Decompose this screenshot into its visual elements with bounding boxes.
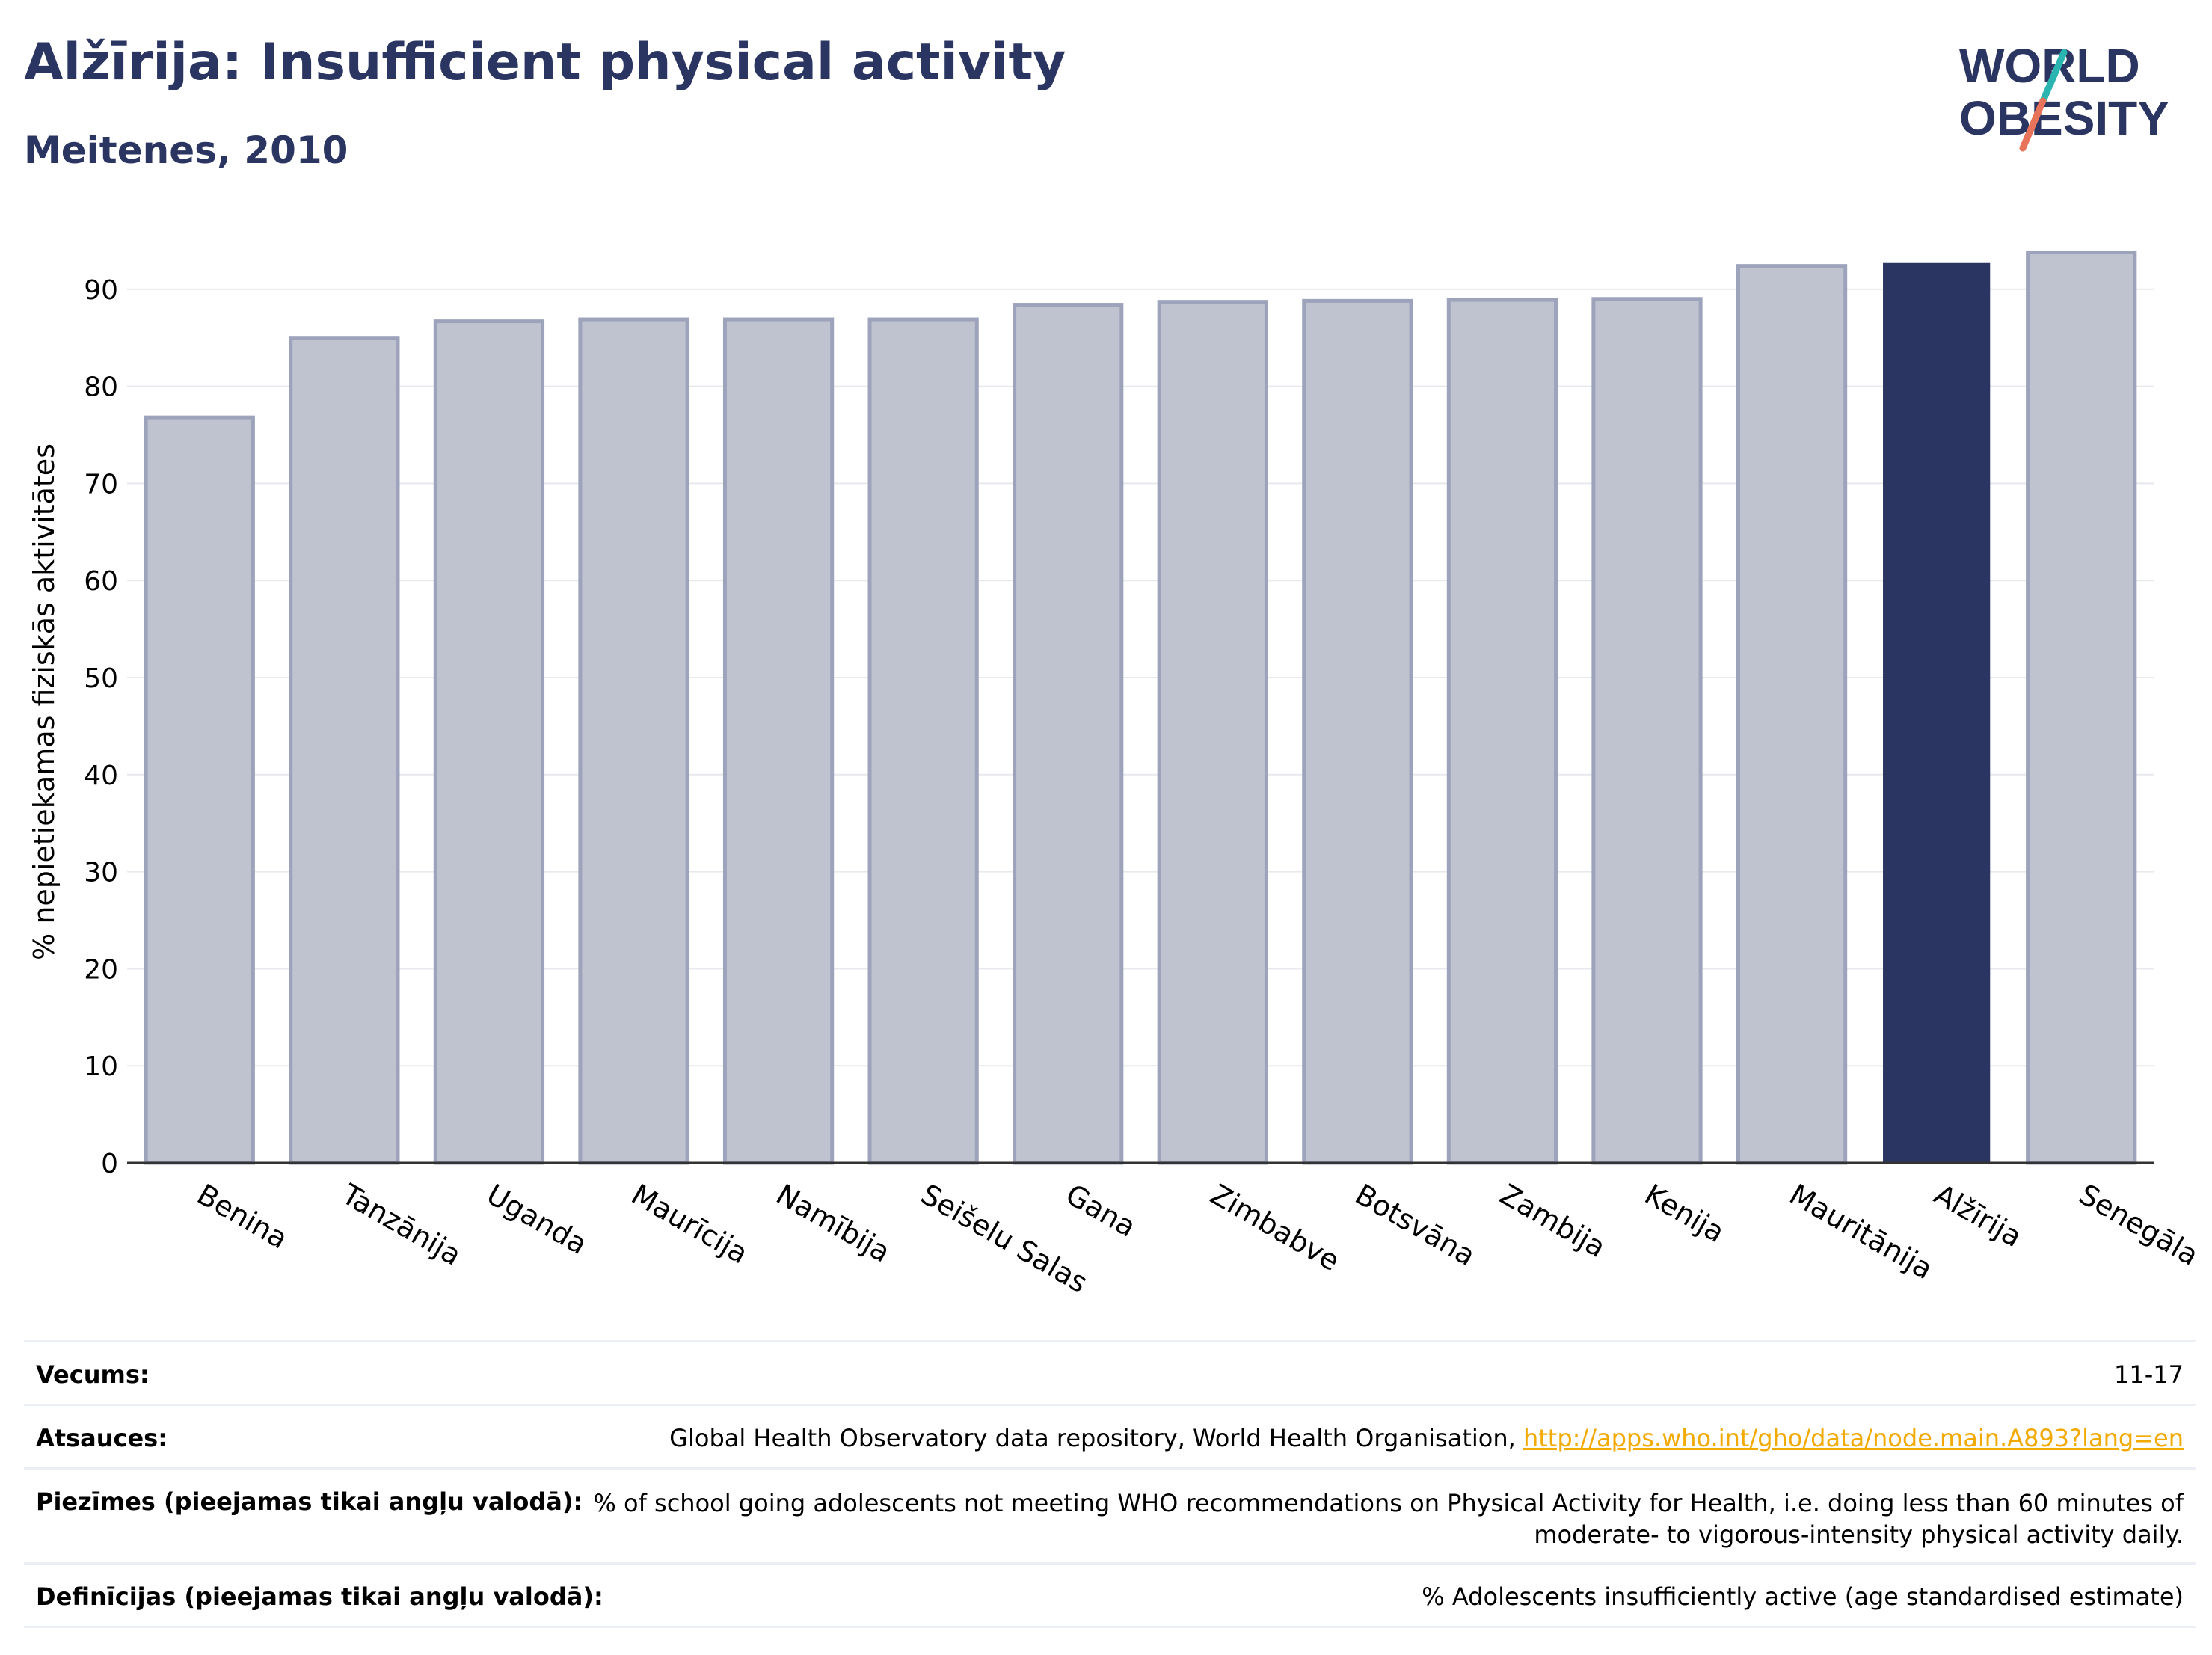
x-tick-label: Gana <box>1060 1178 1142 1244</box>
notes-line2: moderate- to vigorous-intensity physical… <box>1534 1520 2184 1549</box>
age-label: Vecums: <box>36 1360 150 1389</box>
x-tick-label: Uganda <box>481 1178 592 1261</box>
y-tick-label: 10 <box>84 1051 118 1082</box>
definitions-label: Definīcijas (pieejamas tikai angļu valod… <box>36 1582 603 1611</box>
references-link[interactable]: http://apps.who.int/gho/data/node.main.A… <box>1523 1424 2184 1452</box>
x-tick-label: Zambija <box>1494 1178 1611 1265</box>
bar <box>722 317 835 1165</box>
y-tick-label: 70 <box>84 469 118 500</box>
age-value: 11-17 <box>2114 1360 2184 1389</box>
page-subtitle: Meitenes, 2010 <box>24 129 348 172</box>
footer-row-definitions: Definīcijas (pieejamas tikai angļu valod… <box>24 1562 2196 1626</box>
bar-chart: 0 10 20 30 40 50 60 70 80 90 Benina Tanzānija Ugand… <box>28 250 2204 1299</box>
references-value: Global Health Observatory data repositor… <box>669 1424 2184 1452</box>
notes-value: % of school going adolescents not meetin… <box>593 1487 2184 1550</box>
y-tick-label: 40 <box>84 761 118 791</box>
x-tick-label: Maurīcija <box>626 1178 754 1271</box>
y-tick-label: 60 <box>84 566 118 597</box>
y-axis-label: % nepietiekamas fiziskās aktivitātes <box>28 443 61 960</box>
bar <box>1883 262 1991 1163</box>
bar <box>1157 300 1268 1165</box>
x-tick-label: Alžīrija <box>1929 1178 2027 1254</box>
bar <box>1446 298 1558 1165</box>
x-tick-label: Botsvāna <box>1350 1178 1481 1273</box>
bar <box>1736 264 1848 1165</box>
x-tick-label: Zimbabve <box>1205 1178 1345 1278</box>
bar <box>433 319 545 1165</box>
x-tick-labels: Benina Tanzānija Uganda Maurīcija Namībija Se… <box>191 1177 2204 1299</box>
logo-slash-teal-icon <box>2039 49 2068 105</box>
y-tick-label: 90 <box>84 275 118 306</box>
logo-line2: OBESITY <box>1959 91 2169 145</box>
grid-lines <box>127 288 2154 1164</box>
chart-footer: Vecums: 11-17 Atsauces: Global Health Ob… <box>24 1340 2196 1628</box>
y-tick-label: 0 <box>101 1149 118 1179</box>
bar <box>1591 297 1703 1165</box>
notes-line1: % of school going adolescents not meetin… <box>593 1489 2184 1517</box>
bars <box>144 250 2137 1165</box>
bar <box>867 317 979 1165</box>
world-obesity-logo: WORLD OBESITY <box>1959 39 2169 152</box>
page-title: Alžīrija: Insufficient physical activity <box>24 33 1066 92</box>
x-tick-label: Namībija <box>771 1178 896 1269</box>
bar <box>1013 303 1124 1165</box>
footer-bottom-rule <box>24 1626 2196 1628</box>
x-tick-label: Mauritānija <box>1784 1178 1938 1286</box>
x-tick-label: Kenija <box>1639 1178 1730 1250</box>
x-tick-label: Benina <box>191 1178 293 1256</box>
bar <box>2026 250 2137 1165</box>
bar <box>144 415 255 1165</box>
notes-label: Piezīmes (pieejamas tikai angļu valodā): <box>36 1487 583 1516</box>
footer-row-notes: Piezīmes (pieejamas tikai angļu valodā):… <box>24 1467 2196 1562</box>
footer-row-age: Vecums: 11-17 <box>24 1340 2196 1404</box>
x-tick-label: Senegāla <box>2074 1178 2205 1272</box>
bar <box>289 336 400 1165</box>
references-text: Global Health Observatory data repositor… <box>669 1424 1523 1452</box>
bar <box>578 317 689 1165</box>
y-tick-labels: 0 10 20 30 40 50 60 70 80 90 <box>84 275 118 1179</box>
references-label: Atsauces: <box>36 1424 168 1452</box>
logo-slash-coral-icon <box>2019 97 2047 152</box>
x-tick-label: Tanzānija <box>336 1177 467 1272</box>
y-tick-label: 20 <box>84 954 118 985</box>
bar <box>1302 298 1413 1165</box>
y-tick-label: 30 <box>84 858 118 888</box>
definitions-value: % Adolescents insufficiently active (age… <box>1422 1582 2184 1611</box>
footer-row-references: Atsauces: Global Health Observatory data… <box>24 1404 2196 1467</box>
y-tick-label: 80 <box>84 372 118 403</box>
y-tick-label: 50 <box>84 663 118 694</box>
